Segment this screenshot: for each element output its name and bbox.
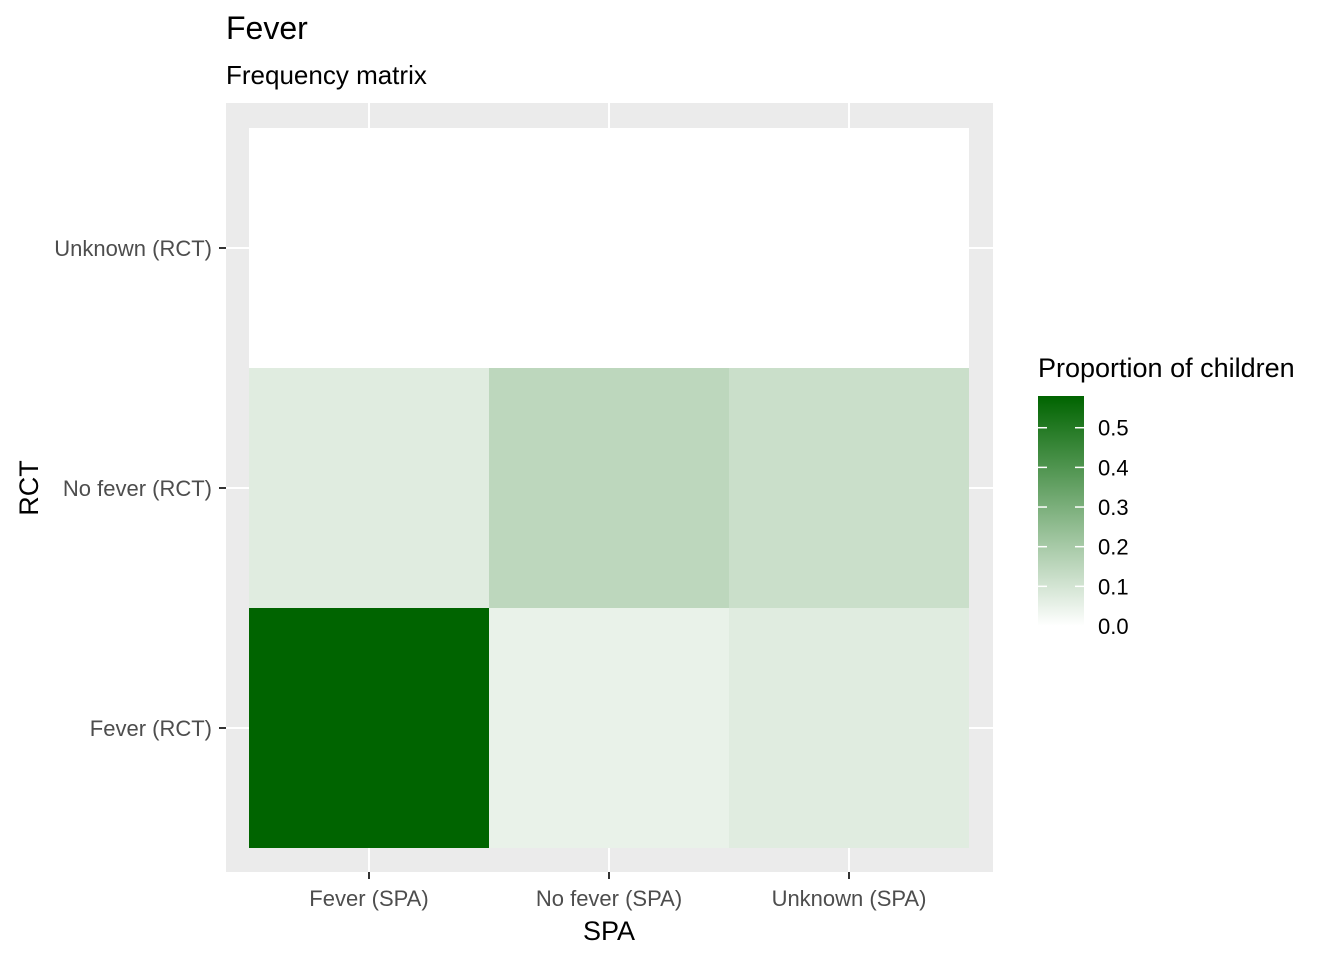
y-axis: Fever (RCT) No fever (RCT) Unknown (RCT) xyxy=(54,236,226,741)
chart-subtitle: Frequency matrix xyxy=(226,60,427,90)
heatmap-cell xyxy=(489,368,729,608)
legend-tick-label: 0.3 xyxy=(1098,495,1129,520)
legend-tick-label: 0.1 xyxy=(1098,574,1129,599)
heatmap-cell xyxy=(729,368,969,608)
x-axis: Fever (SPA) No fever (SPA) Unknown (SPA) xyxy=(309,872,926,911)
legend-ticks: 0.0 0.1 0.2 0.3 0.4 0.5 xyxy=(1038,416,1129,639)
legend-tick-label: 0.4 xyxy=(1098,455,1129,480)
heatmap-cell xyxy=(489,128,729,368)
heatmap-cells xyxy=(249,128,969,848)
heatmap-cell xyxy=(729,128,969,368)
x-axis-title: SPA xyxy=(583,916,635,946)
legend-tick-label: 0.0 xyxy=(1098,614,1129,639)
chart-title: Fever xyxy=(226,10,308,46)
color-legend: Proportion of children 0.00.10.20.30.40.… xyxy=(1038,353,1295,639)
y-tick-label: Unknown (RCT) xyxy=(54,236,212,261)
y-axis-title: RCT xyxy=(14,460,44,516)
heatmap-cell xyxy=(489,608,729,848)
x-tick-label: No fever (SPA) xyxy=(536,886,682,911)
heatmap-cell xyxy=(249,128,489,368)
y-tick-label: No fever (RCT) xyxy=(63,476,212,501)
heatmap-cell xyxy=(249,368,489,608)
legend-tick-label: 0.2 xyxy=(1098,535,1129,560)
heatmap-cell xyxy=(729,608,969,848)
x-tick-label: Fever (SPA) xyxy=(309,886,428,911)
x-tick-label: Unknown (SPA) xyxy=(772,886,927,911)
legend-tick-label: 0.5 xyxy=(1098,416,1129,441)
legend-title: Proportion of children xyxy=(1038,353,1295,383)
legend-colorbar xyxy=(1038,396,1084,626)
y-tick-label: Fever (RCT) xyxy=(90,716,212,741)
heatmap-cell xyxy=(249,608,489,848)
